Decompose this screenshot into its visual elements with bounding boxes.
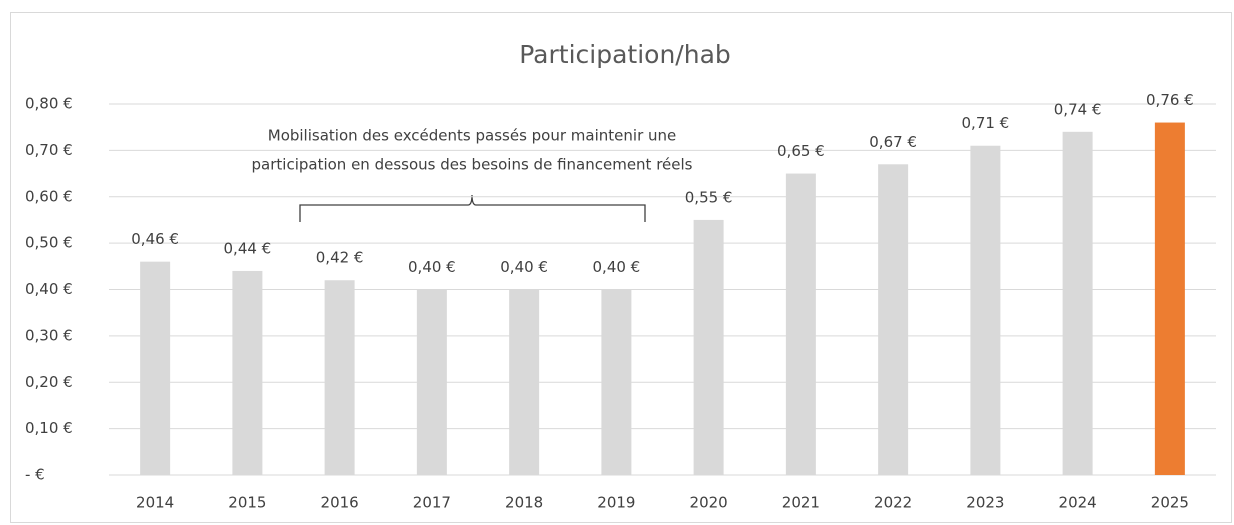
x-tick-label: 2020: [690, 494, 728, 512]
value-label: 0,40 €: [500, 258, 548, 276]
bar: [1154, 122, 1185, 476]
x-tick-label: 2016: [321, 494, 359, 512]
bar: [232, 270, 263, 475]
x-tick-label: 2024: [1059, 494, 1097, 512]
value-label: 0,74 €: [1054, 100, 1102, 118]
x-tick-label: 2018: [505, 494, 543, 512]
y-tick-label: 0,40 €: [25, 280, 73, 298]
bar: [878, 164, 909, 475]
bar: [970, 145, 1001, 476]
bar: [140, 261, 171, 475]
bar: [509, 289, 540, 475]
value-label: 0,40 €: [408, 258, 456, 276]
y-tick-label: 0,50 €: [25, 234, 73, 252]
y-tick-label: 0,60 €: [25, 187, 73, 205]
annotation: participation en dessous des besoins de …: [252, 156, 693, 174]
brace: [299, 194, 646, 222]
y-tick-label: 0,10 €: [25, 419, 73, 437]
y-tick-label: - €: [25, 466, 45, 484]
annotation: Mobilisation des excédents passés pour m…: [268, 127, 677, 145]
value-label: 0,65 €: [777, 142, 825, 160]
x-tick-label: 2014: [136, 494, 174, 512]
value-label: 0,76 €: [1146, 91, 1194, 109]
bar: [1062, 131, 1093, 475]
value-label: 0,42 €: [316, 249, 364, 267]
x-tick-label: 2025: [1151, 494, 1189, 512]
chart-title: Participation/hab: [519, 40, 731, 69]
value-label: 0,40 €: [593, 258, 641, 276]
value-label: 0,67 €: [869, 133, 917, 151]
bar: [601, 289, 632, 475]
y-tick-label: 0,80 €: [25, 95, 73, 113]
bar: [693, 219, 724, 475]
bar: [324, 280, 355, 475]
x-tick-label: 2019: [597, 494, 635, 512]
x-tick-label: 2023: [966, 494, 1004, 512]
x-tick-label: 2022: [874, 494, 912, 512]
x-tick-label: 2017: [413, 494, 451, 512]
value-label: 0,44 €: [224, 239, 272, 257]
value-label: 0,71 €: [962, 114, 1010, 132]
x-tick-label: 2015: [228, 494, 266, 512]
bar: [785, 173, 816, 475]
y-tick-label: 0,70 €: [25, 141, 73, 159]
x-tick-label: 2021: [782, 494, 820, 512]
bar: [416, 289, 447, 475]
value-label: 0,46 €: [131, 230, 179, 248]
value-label: 0,55 €: [685, 188, 733, 206]
y-tick-label: 0,20 €: [25, 373, 73, 391]
y-tick-label: 0,30 €: [25, 326, 73, 344]
